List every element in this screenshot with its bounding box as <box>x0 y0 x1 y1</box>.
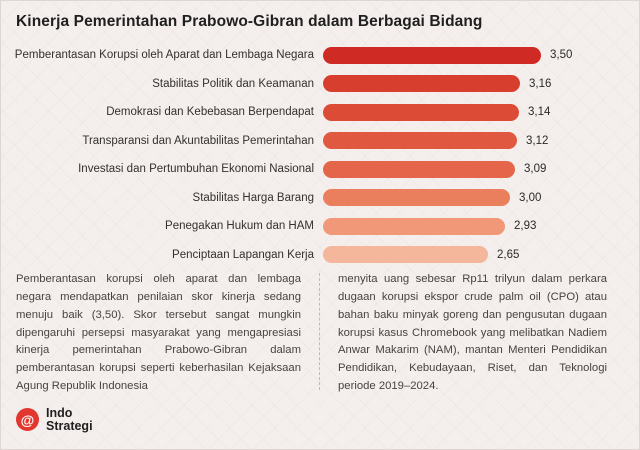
brand-logo-line2: Strategi <box>46 418 93 433</box>
bar <box>323 75 520 93</box>
bar-category-label: Pemberantasan Korupsi oleh Aparat dan Le… <box>14 49 314 62</box>
bar <box>323 103 519 121</box>
bar-row: Penegakan Hukum dan HAM 2,93 <box>1 212 640 241</box>
bar-row: Transparansi dan Akuntabilitas Pemerinta… <box>1 127 640 156</box>
bar-row: Penciptaan Lapangan Kerja 2,65 <box>1 241 640 270</box>
bar-value-label: 3,50 <box>550 49 573 62</box>
bar-value-label: 3,09 <box>524 163 547 176</box>
commentary-left-column: Pemberantasan korupsi oleh aparat dan le… <box>16 273 301 393</box>
bar-chart: Pemberantasan Korupsi oleh Aparat dan Le… <box>1 41 640 269</box>
bar-category-label: Investasi dan Pertumbuhan Ekonomi Nasion… <box>78 163 314 176</box>
bar <box>323 246 488 264</box>
bar <box>323 189 510 207</box>
bar-row: Stabilitas Harga Barang 3,00 <box>1 184 640 213</box>
bar <box>323 217 505 235</box>
bar-value-label: 2,93 <box>514 220 537 233</box>
bar-category-label: Transparansi dan Akuntabilitas Pemerinta… <box>82 134 314 147</box>
bar-value-label: 2,65 <box>497 248 520 261</box>
bar-category-label: Demokrasi dan Kebebasan Berpendapat <box>106 106 314 119</box>
bar-value-label: 3,14 <box>528 106 551 119</box>
bar-row: Investasi dan Pertumbuhan Ekonomi Nasion… <box>1 155 640 184</box>
bar-category-label: Stabilitas Politik dan Keamanan <box>152 77 314 90</box>
bar <box>323 46 541 64</box>
bar-value-label: 3,00 <box>519 191 542 204</box>
bar-category-label: Stabilitas Harga Barang <box>192 191 314 204</box>
bar-value-label: 3,12 <box>526 134 549 147</box>
bar <box>323 160 515 178</box>
column-divider <box>319 273 320 390</box>
bar-row: Stabilitas Politik dan Keamanan 3,16 <box>1 70 640 99</box>
bar-row: Pemberantasan Korupsi oleh Aparat dan Le… <box>1 41 640 70</box>
brand-logo-line1: Indo <box>46 405 73 420</box>
bar-category-label: Penciptaan Lapangan Kerja <box>172 248 314 261</box>
bar-category-label: Penegakan Hukum dan HAM <box>165 220 314 233</box>
commentary-section: Pemberantasan korupsi oleh aparat dan le… <box>16 271 624 396</box>
page-title: Kinerja Pemerintahan Prabowo-Gibran dala… <box>16 13 483 30</box>
brand-logo-text: Indo Strategi <box>46 405 93 433</box>
commentary-right-column: menyita uang sebesar Rp11 trilyun dalam … <box>338 273 607 393</box>
at-spiral-icon: @ <box>16 408 39 432</box>
bar-row: Demokrasi dan Kebebasan Berpendapat 3,14 <box>1 98 640 127</box>
brand-logo: @ Indo Strategi <box>16 405 93 433</box>
bar-value-label: 3,16 <box>529 77 552 90</box>
bar <box>323 132 517 150</box>
